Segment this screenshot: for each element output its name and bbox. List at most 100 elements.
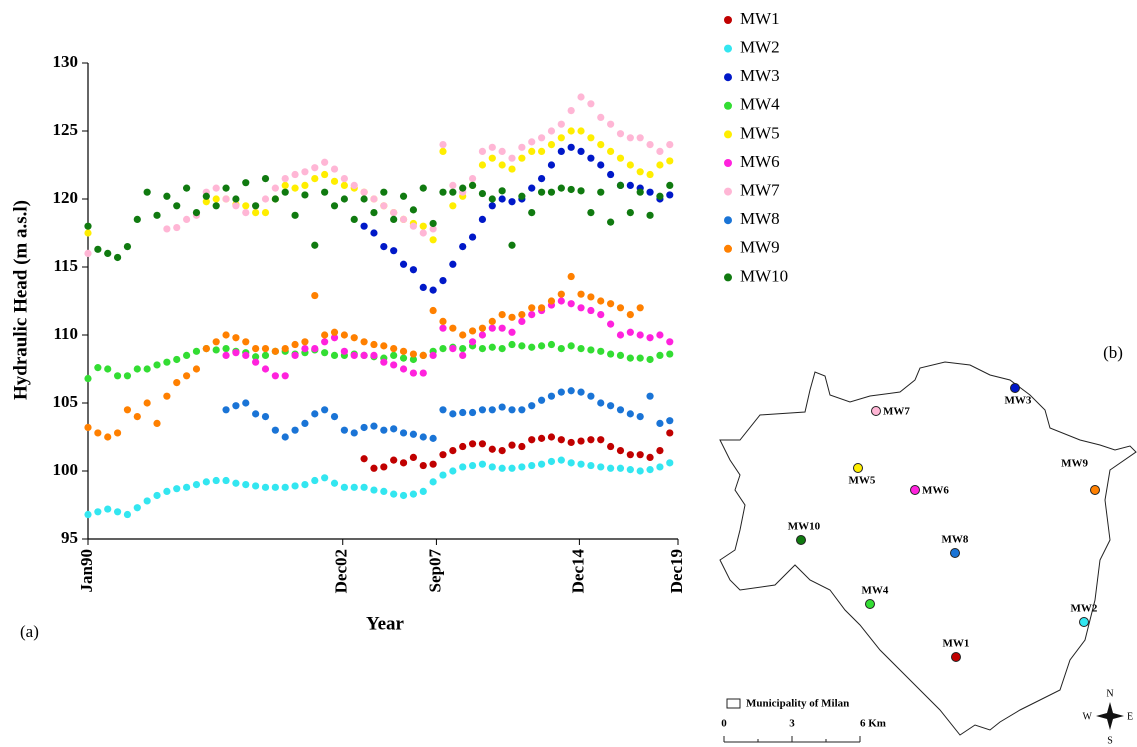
data-point bbox=[616, 447, 625, 455]
data-point bbox=[380, 463, 388, 471]
data-point bbox=[212, 346, 220, 354]
data-point bbox=[468, 181, 477, 189]
data-point bbox=[212, 202, 220, 210]
data-point bbox=[242, 399, 250, 407]
data-point bbox=[577, 290, 585, 298]
data-point bbox=[518, 154, 526, 162]
data-point bbox=[468, 233, 477, 241]
well-label: MW6 bbox=[922, 485, 949, 497]
data-point bbox=[488, 195, 496, 203]
data-point bbox=[597, 113, 605, 121]
data-point bbox=[577, 388, 585, 396]
data-point bbox=[587, 293, 595, 301]
data-point bbox=[163, 487, 171, 495]
data-point bbox=[163, 192, 171, 200]
legend-marker bbox=[724, 159, 732, 167]
data-point bbox=[173, 223, 181, 232]
data-point bbox=[419, 222, 427, 230]
compass-west: W bbox=[1083, 711, 1093, 722]
data-point bbox=[113, 429, 122, 437]
data-point bbox=[626, 328, 634, 336]
data-point bbox=[222, 195, 230, 203]
data-point bbox=[370, 340, 378, 349]
data-point bbox=[478, 215, 487, 223]
data-point bbox=[449, 202, 457, 210]
data-point bbox=[311, 241, 319, 249]
data-point bbox=[429, 236, 437, 244]
municipality-outline bbox=[719, 361, 1137, 736]
data-point bbox=[488, 324, 496, 332]
data-point bbox=[498, 195, 506, 203]
data-point bbox=[597, 188, 605, 196]
data-point bbox=[537, 304, 546, 312]
data-point bbox=[330, 328, 339, 336]
data-point bbox=[271, 372, 279, 380]
data-point bbox=[597, 399, 605, 407]
data-point bbox=[419, 369, 427, 377]
panel-label: (b) bbox=[1103, 343, 1123, 362]
data-point bbox=[488, 463, 496, 471]
x-axis-title: Year bbox=[366, 613, 405, 634]
data-point bbox=[360, 188, 368, 196]
data-point bbox=[399, 260, 408, 268]
data-point bbox=[636, 331, 644, 339]
data-point bbox=[567, 300, 575, 308]
data-point bbox=[646, 188, 654, 196]
data-point bbox=[183, 215, 191, 223]
data-point bbox=[242, 179, 250, 187]
data-point bbox=[321, 406, 329, 414]
data-point bbox=[537, 434, 546, 442]
data-point bbox=[291, 170, 299, 179]
data-point bbox=[429, 351, 437, 359]
data-point bbox=[616, 351, 625, 359]
data-point bbox=[360, 423, 368, 432]
data-point bbox=[478, 161, 487, 169]
data-point bbox=[301, 181, 309, 189]
data-point bbox=[261, 351, 270, 359]
x-tick-label: Dec02 bbox=[332, 549, 351, 593]
data-point bbox=[311, 410, 319, 418]
data-point bbox=[94, 508, 102, 516]
data-point bbox=[281, 175, 289, 183]
data-point bbox=[656, 419, 664, 427]
data-point bbox=[390, 490, 398, 498]
data-point bbox=[547, 392, 556, 400]
data-point bbox=[636, 354, 644, 362]
data-point bbox=[252, 358, 260, 366]
data-point bbox=[498, 147, 506, 155]
data-point bbox=[666, 429, 674, 437]
data-point bbox=[409, 430, 418, 438]
well-marker bbox=[950, 548, 960, 558]
data-point bbox=[567, 342, 575, 350]
data-point bbox=[567, 143, 575, 151]
data-point bbox=[232, 334, 240, 342]
data-point bbox=[498, 187, 506, 195]
data-point bbox=[390, 425, 398, 433]
data-point bbox=[409, 350, 418, 358]
data-point bbox=[192, 365, 201, 373]
data-point bbox=[508, 313, 516, 321]
data-point bbox=[468, 175, 477, 183]
data-point bbox=[261, 195, 270, 203]
data-point bbox=[340, 347, 348, 355]
data-point bbox=[271, 347, 279, 355]
data-point bbox=[271, 483, 279, 491]
data-point bbox=[547, 457, 556, 466]
data-point bbox=[567, 272, 575, 281]
data-point bbox=[607, 120, 615, 128]
data-point bbox=[212, 195, 220, 203]
legend-label: MW7 bbox=[740, 181, 780, 200]
data-point bbox=[459, 345, 467, 353]
data-point bbox=[587, 306, 595, 315]
data-point bbox=[291, 482, 299, 490]
data-point bbox=[518, 342, 526, 350]
data-point bbox=[656, 192, 664, 200]
data-point bbox=[399, 429, 408, 437]
data-point bbox=[380, 243, 388, 251]
data-point bbox=[370, 486, 378, 494]
data-point bbox=[478, 440, 487, 448]
data-point bbox=[498, 403, 506, 411]
data-point bbox=[222, 406, 230, 414]
data-point bbox=[528, 209, 536, 217]
data-point bbox=[330, 479, 339, 487]
